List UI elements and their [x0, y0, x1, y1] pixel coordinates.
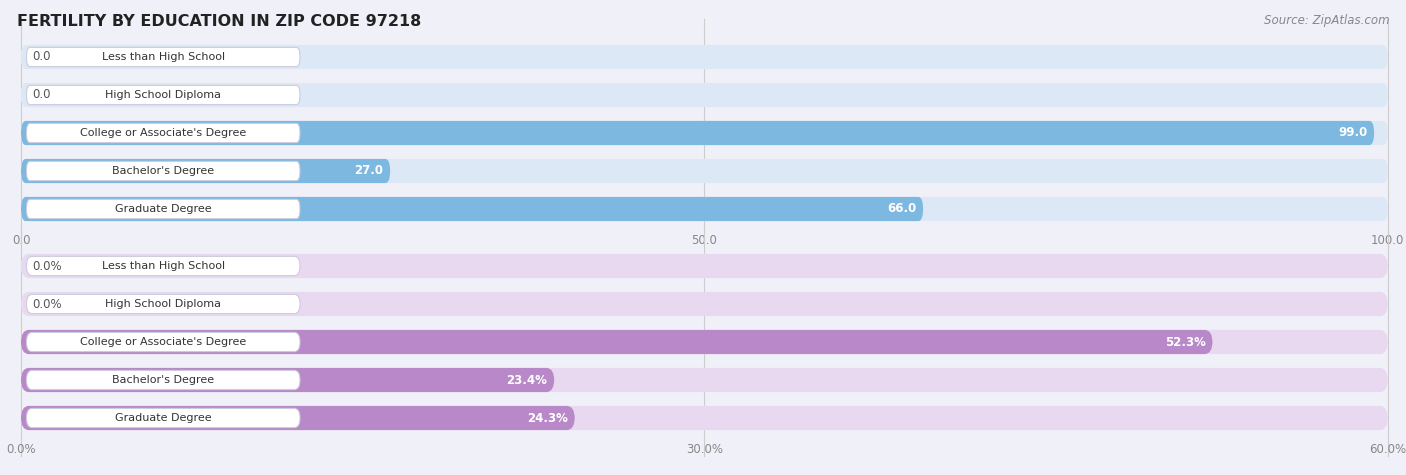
FancyBboxPatch shape: [27, 200, 299, 219]
FancyBboxPatch shape: [21, 330, 1388, 354]
Text: High School Diploma: High School Diploma: [105, 299, 221, 309]
FancyBboxPatch shape: [21, 197, 924, 221]
Text: Graduate Degree: Graduate Degree: [115, 413, 211, 423]
FancyBboxPatch shape: [21, 368, 1388, 392]
Text: College or Associate's Degree: College or Associate's Degree: [80, 128, 246, 138]
Text: Bachelor's Degree: Bachelor's Degree: [112, 166, 214, 176]
FancyBboxPatch shape: [21, 45, 1388, 69]
FancyBboxPatch shape: [27, 48, 299, 66]
Text: 66.0: 66.0: [887, 202, 917, 216]
Text: College or Associate's Degree: College or Associate's Degree: [80, 337, 246, 347]
FancyBboxPatch shape: [21, 330, 1212, 354]
FancyBboxPatch shape: [21, 292, 1388, 316]
FancyBboxPatch shape: [27, 370, 299, 389]
FancyBboxPatch shape: [27, 294, 299, 314]
FancyBboxPatch shape: [27, 332, 299, 352]
Text: Bachelor's Degree: Bachelor's Degree: [112, 375, 214, 385]
Text: 0.0%: 0.0%: [32, 259, 62, 273]
FancyBboxPatch shape: [21, 406, 575, 430]
FancyBboxPatch shape: [21, 45, 1388, 69]
Text: 0.0: 0.0: [32, 50, 51, 64]
Text: 0.0: 0.0: [32, 88, 51, 102]
FancyBboxPatch shape: [21, 83, 1388, 107]
FancyBboxPatch shape: [21, 121, 1388, 145]
FancyBboxPatch shape: [21, 197, 1388, 221]
FancyBboxPatch shape: [21, 406, 1388, 430]
FancyBboxPatch shape: [27, 86, 299, 104]
Text: 99.0: 99.0: [1339, 126, 1367, 140]
FancyBboxPatch shape: [27, 124, 299, 142]
FancyBboxPatch shape: [21, 159, 1388, 183]
Text: 0.0%: 0.0%: [32, 297, 62, 311]
FancyBboxPatch shape: [21, 292, 1388, 316]
Text: 27.0: 27.0: [354, 164, 384, 178]
FancyBboxPatch shape: [21, 330, 1388, 354]
FancyBboxPatch shape: [21, 254, 1388, 278]
FancyBboxPatch shape: [21, 368, 554, 392]
FancyBboxPatch shape: [21, 406, 1388, 430]
FancyBboxPatch shape: [21, 159, 1388, 183]
Text: Less than High School: Less than High School: [101, 261, 225, 271]
Text: 52.3%: 52.3%: [1164, 335, 1205, 349]
FancyBboxPatch shape: [27, 162, 299, 180]
Text: High School Diploma: High School Diploma: [105, 90, 221, 100]
Text: Source: ZipAtlas.com: Source: ZipAtlas.com: [1264, 14, 1389, 27]
FancyBboxPatch shape: [21, 197, 1388, 221]
Text: 23.4%: 23.4%: [506, 373, 547, 387]
Text: Less than High School: Less than High School: [101, 52, 225, 62]
FancyBboxPatch shape: [27, 256, 299, 275]
FancyBboxPatch shape: [21, 368, 1388, 392]
Text: Graduate Degree: Graduate Degree: [115, 204, 211, 214]
FancyBboxPatch shape: [21, 159, 391, 183]
FancyBboxPatch shape: [21, 121, 1374, 145]
Text: FERTILITY BY EDUCATION IN ZIP CODE 97218: FERTILITY BY EDUCATION IN ZIP CODE 97218: [17, 14, 422, 29]
Text: 24.3%: 24.3%: [527, 411, 568, 425]
FancyBboxPatch shape: [21, 121, 1388, 145]
FancyBboxPatch shape: [21, 254, 1388, 278]
FancyBboxPatch shape: [27, 408, 299, 428]
FancyBboxPatch shape: [21, 83, 1388, 107]
